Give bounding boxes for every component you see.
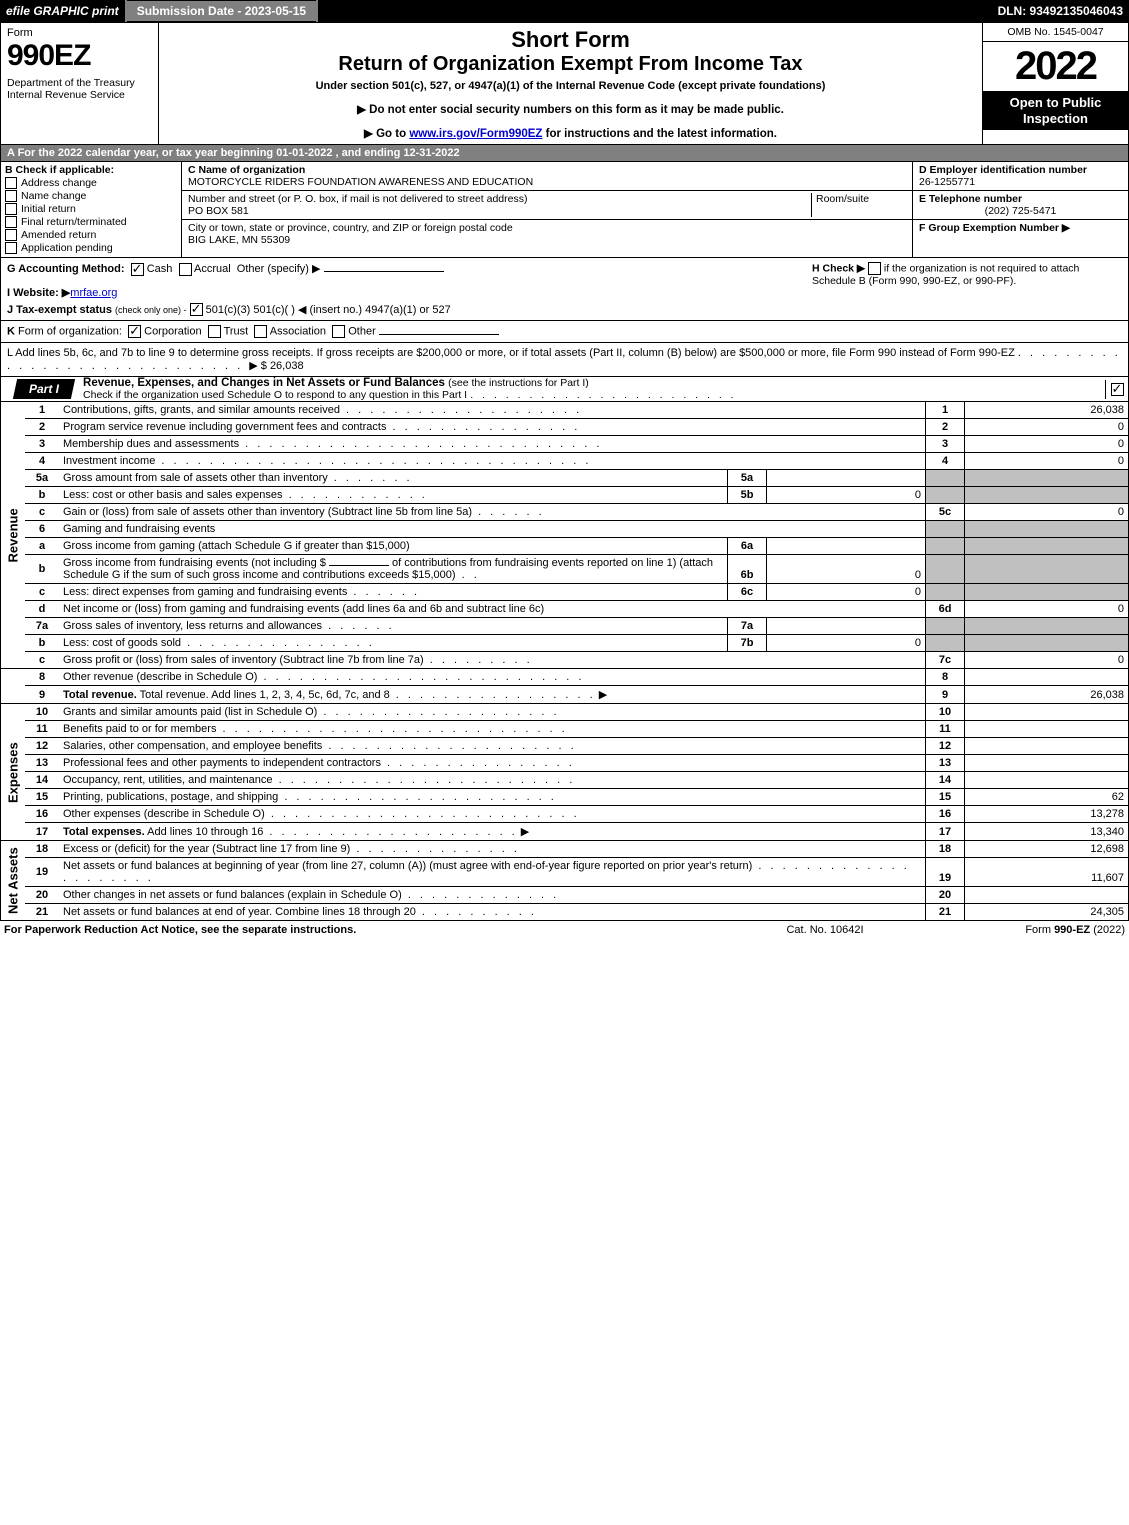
line-1-val: 26,038 xyxy=(965,402,1129,419)
chk-name-change[interactable]: Name change xyxy=(5,190,177,202)
h-label: H Check ▶ xyxy=(812,262,865,274)
i-label: I Website: ▶ xyxy=(7,287,70,299)
line-21-val: 24,305 xyxy=(965,904,1129,921)
form-label: Form xyxy=(7,27,152,39)
chk-501c3[interactable] xyxy=(190,303,203,316)
lines-table: Revenue 1 Contributions, gifts, grants, … xyxy=(0,402,1129,921)
paperwork-notice: For Paperwork Reduction Act Notice, see … xyxy=(4,924,725,936)
c-label: C Name of organization xyxy=(188,164,305,176)
line-5b-val: 0 xyxy=(767,487,926,504)
section-b-header: B Check if applicable: xyxy=(5,164,177,176)
street-val: PO BOX 581 xyxy=(188,205,249,217)
return-title: Return of Organization Exempt From Incom… xyxy=(165,53,976,76)
chk-cash[interactable] xyxy=(131,263,144,276)
phone: (202) 725-5471 xyxy=(985,205,1057,217)
chk-address-change[interactable]: Address change xyxy=(5,177,177,189)
part-1-checkline: Check if the organization used Schedule … xyxy=(83,389,467,401)
tax-year: 2022 xyxy=(983,42,1128,91)
street-label: Number and street (or P. O. box, if mail… xyxy=(188,193,527,205)
part-1-header: Part I Revenue, Expenses, and Changes in… xyxy=(0,377,1129,402)
line-12-val xyxy=(965,738,1129,755)
line-18-val: 12,698 xyxy=(965,841,1129,858)
chk-application-pending[interactable]: Application pending xyxy=(5,242,177,254)
line-17-val: 13,340 xyxy=(965,823,1129,841)
chk-corporation[interactable] xyxy=(128,325,141,338)
under-section: Under section 501(c), 527, or 4947(a)(1)… xyxy=(165,80,976,92)
part-1-tab: Part I xyxy=(29,382,59,396)
part-1-title: Revenue, Expenses, and Changes in Net As… xyxy=(83,377,445,389)
cat-no: Cat. No. 10642I xyxy=(725,924,925,936)
l-text: L Add lines 5b, 6c, and 7b to line 9 to … xyxy=(7,347,1015,359)
instruction-2: ▶ Go to www.irs.gov/Form990EZ for instru… xyxy=(165,126,976,140)
chk-amended-return[interactable]: Amended return xyxy=(5,229,177,241)
line-7b-val: 0 xyxy=(767,635,926,652)
chk-h[interactable] xyxy=(868,262,881,275)
footer: For Paperwork Reduction Act Notice, see … xyxy=(0,921,1129,939)
line-4-val: 0 xyxy=(965,453,1129,470)
k-row: K Form of organization: Corporation Trus… xyxy=(0,321,1129,343)
line-7c-val: 0 xyxy=(965,652,1129,669)
g-row: G Accounting Method: Cash Accrual Other … xyxy=(0,258,1129,321)
submission-date: Submission Date - 2023-05-15 xyxy=(127,1,316,21)
city-val: BIG LAKE, MN 55309 xyxy=(188,234,290,246)
website-link[interactable]: mrfae.org xyxy=(70,287,117,299)
part-1-sub: (see the instructions for Part I) xyxy=(448,377,589,389)
line-9-val: 26,038 xyxy=(965,686,1129,704)
form-ref: Form 990-EZ (2022) xyxy=(925,924,1125,936)
chk-other-org[interactable] xyxy=(332,325,345,338)
line-20-val xyxy=(965,887,1129,904)
form-header: Form 990EZ Department of the Treasury In… xyxy=(0,22,1129,145)
instruction-1: ▶ Do not enter social security numbers o… xyxy=(165,102,976,116)
chk-schedule-o[interactable] xyxy=(1111,383,1124,396)
department: Department of the Treasury Internal Reve… xyxy=(7,77,152,101)
chk-final-return[interactable]: Final return/terminated xyxy=(5,216,177,228)
line-14-val xyxy=(965,772,1129,789)
top-bar: efile GRAPHIC print Submission Date - 20… xyxy=(0,0,1129,22)
line-5c-val: 0 xyxy=(965,504,1129,521)
g-label: G Accounting Method: xyxy=(7,263,125,275)
d-label: D Employer identification number xyxy=(919,164,1087,176)
line-16-val: 13,278 xyxy=(965,806,1129,823)
dln: DLN: 93492135046043 xyxy=(992,4,1129,18)
short-form-title: Short Form xyxy=(165,27,976,53)
line-3-val: 0 xyxy=(965,436,1129,453)
room-label: Room/suite xyxy=(811,193,906,217)
form-number: 990EZ xyxy=(7,39,152,73)
irs-link[interactable]: www.irs.gov/Form990EZ xyxy=(409,128,542,140)
line-13-val xyxy=(965,755,1129,772)
section-b: B Check if applicable: Address change Na… xyxy=(0,162,1129,258)
l-val: ▶ $ 26,038 xyxy=(249,360,303,372)
line-6b-val: 0 xyxy=(767,555,926,584)
line-10-val xyxy=(965,704,1129,721)
l-row: L Add lines 5b, 6c, and 7b to line 9 to … xyxy=(0,343,1129,377)
omb-number: OMB No. 1545-0047 xyxy=(983,23,1128,42)
revenue-sidelabel: Revenue xyxy=(1,402,26,669)
line-6a-val xyxy=(767,538,926,555)
line-15-val: 62 xyxy=(965,789,1129,806)
expenses-sidelabel: Expenses xyxy=(1,704,26,841)
org-name: MOTORCYCLE RIDERS FOUNDATION AWARENESS A… xyxy=(188,176,533,188)
j-label: J Tax-exempt status xyxy=(7,304,112,316)
e-label: E Telephone number xyxy=(919,193,1022,205)
line-8-val xyxy=(965,669,1129,686)
line-6c-val: 0 xyxy=(767,584,926,601)
f-label: F Group Exemption Number ▶ xyxy=(919,222,1070,234)
row-a: A For the 2022 calendar year, or tax yea… xyxy=(0,145,1129,162)
chk-initial-return[interactable]: Initial return xyxy=(5,203,177,215)
line-7a-val xyxy=(767,618,926,635)
line-19-val: 11,607 xyxy=(965,858,1129,887)
chk-association[interactable] xyxy=(254,325,267,338)
chk-trust[interactable] xyxy=(208,325,221,338)
efile-label[interactable]: efile GRAPHIC print xyxy=(0,4,125,18)
netassets-sidelabel: Net Assets xyxy=(1,841,26,921)
line-5a-val xyxy=(767,470,926,487)
ein: 26-1255771 xyxy=(919,176,975,188)
line-11-val xyxy=(965,721,1129,738)
city-label: City or town, state or province, country… xyxy=(188,222,513,234)
line-2-val: 0 xyxy=(965,419,1129,436)
line-6d-val: 0 xyxy=(965,601,1129,618)
chk-accrual[interactable] xyxy=(179,263,192,276)
inspection-badge: Open to Public Inspection xyxy=(983,91,1128,130)
